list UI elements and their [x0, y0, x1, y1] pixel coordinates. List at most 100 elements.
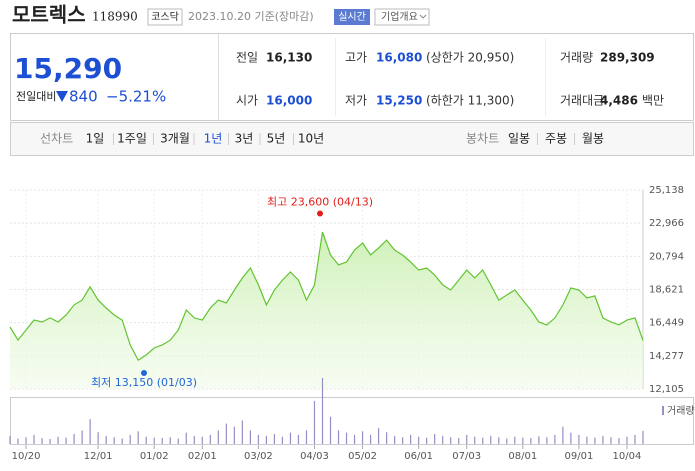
summary-box [10, 33, 694, 121]
volume-bar [233, 426, 235, 444]
volume-bar [474, 436, 476, 444]
x-tick-label: 09/01 [564, 451, 593, 462]
volume-bar [49, 439, 51, 444]
item-label: 거래대금 [560, 94, 604, 108]
volume-bar [626, 436, 628, 444]
overview-button[interactable] [374, 8, 430, 26]
volume-bar [105, 435, 107, 444]
period-tab[interactable]: 10년 [298, 132, 324, 146]
x-tick-label: 10/20 [12, 451, 41, 462]
volume-bar [17, 438, 19, 444]
volume-bar [201, 436, 203, 444]
volume-bar [618, 438, 620, 444]
volume-bar [289, 432, 292, 444]
volume-bar [442, 435, 444, 444]
volume-bar [522, 437, 524, 444]
volume-bar [466, 434, 468, 444]
volume-bar [410, 434, 412, 444]
volume-bar [57, 436, 59, 444]
volume-bar [185, 432, 187, 444]
volume-bar [490, 435, 492, 444]
candle-tab[interactable]: 월봉 [582, 132, 604, 146]
period-tab[interactable]: 3년 [235, 132, 254, 146]
candle-tab[interactable]: 일봉 [508, 132, 530, 146]
item-label: 전일 [236, 51, 258, 65]
period-tab[interactable]: 1년 [204, 132, 223, 146]
x-tick-label: 06/01 [404, 451, 433, 462]
extreme-dot [317, 210, 323, 217]
period-tab[interactable]: 1일 [86, 132, 105, 146]
candle-chart-label: 봉차트 [466, 132, 499, 146]
price-area [10, 232, 643, 389]
item-value: 4,486 [600, 94, 638, 108]
item-note: (상한가 20,950) [426, 51, 514, 65]
volume-bar [241, 420, 243, 444]
volume-bar [249, 430, 251, 444]
volume-bar [273, 434, 276, 444]
item-label: 저가 [345, 94, 367, 108]
realtime-badge[interactable] [334, 9, 370, 25]
annotation: 최저 13,150 (01/03) [91, 376, 197, 389]
volume-bar [169, 437, 171, 444]
volume-bar [321, 378, 324, 444]
realtime[interactable]: 실시간 [338, 11, 366, 23]
volume-bar [562, 426, 564, 444]
volume-legend-mark [662, 406, 664, 415]
volume-bar [121, 438, 123, 444]
period-tab[interactable]: 1주일 [117, 132, 147, 146]
volume-bar [313, 400, 316, 444]
volume-bar [209, 434, 211, 444]
line-chart-label: 선차트 [40, 132, 73, 146]
volume-bar [434, 434, 436, 444]
volume-bar [610, 437, 612, 444]
volume-bar [345, 432, 348, 444]
volume-bar [506, 438, 508, 444]
period-tab[interactable]: 5년 [267, 132, 286, 146]
volume-bar [570, 432, 572, 444]
x-tick-label: 03/02 [244, 451, 273, 462]
overview[interactable]: 기업개요 [381, 10, 418, 23]
volume-bar [81, 430, 83, 444]
volume-bar [402, 437, 404, 444]
item-note: (하한가 11,300) [426, 94, 514, 108]
item-label: 고가 [345, 51, 367, 65]
extreme-dot [141, 370, 147, 377]
x-tick-label: 02/01 [188, 451, 217, 462]
x-tick-label: 04/03 [300, 451, 329, 462]
period-tab[interactable]: 3개월 [160, 132, 190, 146]
change-label: 전일대비 [16, 89, 56, 103]
volume-bar [145, 436, 147, 444]
y-tick-label: 12,105 [649, 384, 684, 395]
volume-bar [217, 430, 219, 444]
item-value: 16,080 [376, 51, 422, 65]
volume-bar [177, 438, 179, 444]
volume-bar [225, 423, 227, 444]
dropdown-arrow [419, 14, 427, 19]
volume-bar [353, 434, 356, 444]
volume-bar [498, 437, 500, 444]
y-tick-label: 16,449 [649, 318, 684, 329]
volume-bar [9, 435, 11, 444]
volume-bar [602, 435, 604, 444]
volume-bar [89, 419, 91, 444]
item-unit: 백만 [642, 94, 664, 108]
volume-bar [153, 437, 155, 444]
volume-bar [361, 431, 364, 444]
item-value: 289,309 [600, 51, 655, 65]
candle-tab[interactable]: 주봉 [545, 132, 567, 146]
y-tick-label: 14,277 [649, 351, 684, 362]
volume-bar [530, 438, 532, 444]
volume-bar [161, 438, 163, 444]
volume-bar [265, 435, 268, 444]
volume-bar [113, 437, 115, 444]
volume-legend: 거래량 [667, 405, 695, 417]
volume-bar [193, 435, 195, 444]
volume-bar [418, 436, 420, 444]
volume-bar [129, 434, 131, 444]
change: 840 [69, 88, 98, 106]
volume-bar [97, 432, 99, 444]
volume-bar [281, 436, 284, 444]
x-tick-label: 07/03 [452, 451, 481, 462]
y-tick-label: 18,621 [649, 285, 684, 296]
